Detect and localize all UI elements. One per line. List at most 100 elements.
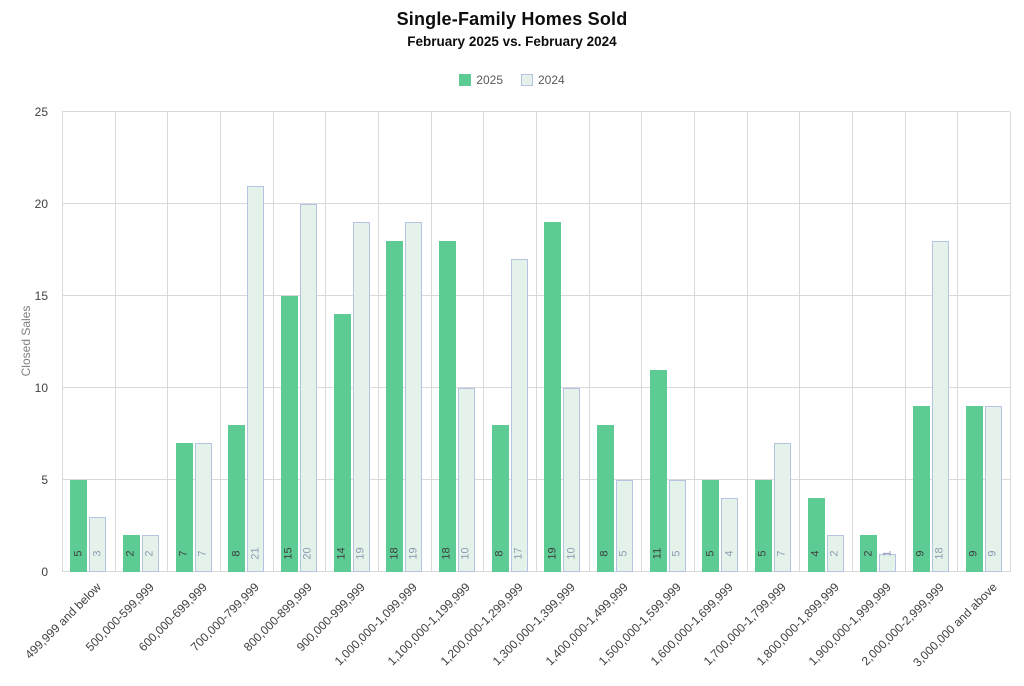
bar-value-label: 19 (354, 547, 367, 560)
vertical-gridline (220, 112, 221, 572)
bar-value-label: 11 (651, 547, 664, 560)
bar-2024: 10 (563, 388, 581, 572)
bar-2025: 9 (965, 406, 983, 572)
bar-value-label: 4 (809, 550, 822, 557)
bar-value-label: 14 (335, 547, 348, 560)
bar-2025: 11 (649, 369, 667, 572)
bar-2025: 2 (122, 535, 140, 572)
legend-item-2024: 2024 (521, 73, 565, 87)
bar-2025: 14 (333, 314, 351, 572)
bar-value-label: 18 (440, 547, 453, 560)
bar-value-label: 3 (91, 550, 104, 557)
bar-2024: 19 (352, 222, 370, 572)
bar-2024: 7 (773, 443, 791, 572)
bar-value-label: 17 (512, 547, 525, 560)
bar-2024: 17 (510, 259, 528, 572)
bar-2025: 15 (280, 296, 298, 572)
bar-2025: 18 (438, 240, 456, 572)
bar-2025: 8 (596, 424, 614, 572)
category-cell: 19 10 (536, 112, 589, 572)
legend: 2025 2024 (0, 73, 1024, 87)
vertical-gridline (430, 112, 432, 572)
bar-2025: 8 (228, 424, 246, 572)
vertical-gridline (378, 112, 379, 572)
bar-value-label: 21 (249, 547, 262, 560)
bar-value-label: 2 (124, 550, 137, 557)
bar-2025: 18 (386, 240, 404, 572)
category-cell: 14 19 (325, 112, 378, 572)
legend-label-2024: 2024 (538, 73, 565, 87)
bar-value-label: 5 (670, 550, 683, 557)
bar-value-label: 4 (723, 550, 736, 557)
x-axis-tick-labels: 499,999 and below 500,000-599,999 600,000-… (23, 576, 1010, 686)
bar-2025: 8 (491, 424, 509, 572)
bar-2024: 20 (299, 204, 317, 572)
bar-2024: 4 (721, 498, 739, 572)
category-cell: 8 21 (220, 112, 273, 572)
bar-2025: 4 (807, 498, 825, 572)
vertical-gridline (852, 112, 853, 572)
vertical-gridline (62, 112, 63, 572)
bar-value-label: 2 (862, 550, 875, 557)
bar-2025: 9 (912, 406, 930, 572)
bar-2024: 2 (826, 535, 844, 572)
bar-value-label: 7 (196, 550, 209, 557)
bar-value-label: 5 (617, 550, 630, 557)
vertical-gridline (325, 112, 327, 572)
bar-value-label: 19 (546, 547, 559, 560)
bar-2024: 9 (984, 406, 1002, 572)
bar-value-label: 5 (704, 550, 717, 557)
vertical-gridline (588, 112, 590, 572)
bar-2024: 1 (879, 550, 897, 572)
bar-value-label: 10 (459, 547, 472, 560)
vertical-gridline (957, 112, 959, 572)
y-tick-label: 25 (34, 105, 48, 119)
category-cell: 15 20 (273, 112, 326, 572)
bar-2024: 5 (615, 480, 633, 572)
bar-value-label: 2 (143, 550, 156, 557)
legend-label-2025: 2025 (476, 73, 503, 87)
bar-value-label: 8 (598, 550, 611, 557)
legend-swatch-2025-icon (459, 74, 472, 86)
vertical-gridline (167, 112, 169, 572)
category-cell: 9 18 (905, 112, 958, 572)
bar-2025: 7 (175, 443, 193, 572)
horizontal-gridline (62, 111, 1010, 112)
y-tick-label: 15 (34, 289, 48, 303)
category-cell: 8 17 (483, 112, 536, 572)
vertical-gridline (483, 112, 485, 572)
vertical-gridline (799, 112, 801, 572)
vertical-gridline (536, 112, 537, 572)
bar-value-label: 5 (72, 550, 85, 557)
bar-value-label: 9 (914, 550, 927, 557)
bar-value-label: 15 (282, 547, 295, 560)
bar-value-label: 2 (828, 550, 841, 557)
vertical-gridline (694, 112, 695, 572)
bar-2025: 2 (860, 535, 878, 572)
bar-2024: 21 (247, 185, 265, 572)
y-tick-label: 10 (34, 381, 48, 395)
y-tick-label: 0 (41, 565, 48, 579)
legend-item-2025: 2025 (459, 73, 503, 87)
plot-area: 5 3 2 2 7 7 8 21 15 20 14 19 18 19 18 10 8 17 19 10 8 5 11 5 5 4 5… (62, 111, 1011, 572)
vertical-gridline (641, 112, 643, 572)
vertical-gridline (114, 112, 116, 572)
bar-2024: 10 (457, 388, 475, 572)
bar-value-label: 10 (565, 547, 578, 560)
bar-2024: 3 (89, 516, 107, 572)
category-cell: 18 10 (431, 112, 484, 572)
y-axis-tick-labels: 0 5 10 15 20 25 (0, 106, 54, 578)
bar-value-label: 7 (177, 550, 190, 557)
y-tick-label: 5 (41, 473, 48, 487)
bar-2025: 5 (702, 480, 720, 572)
